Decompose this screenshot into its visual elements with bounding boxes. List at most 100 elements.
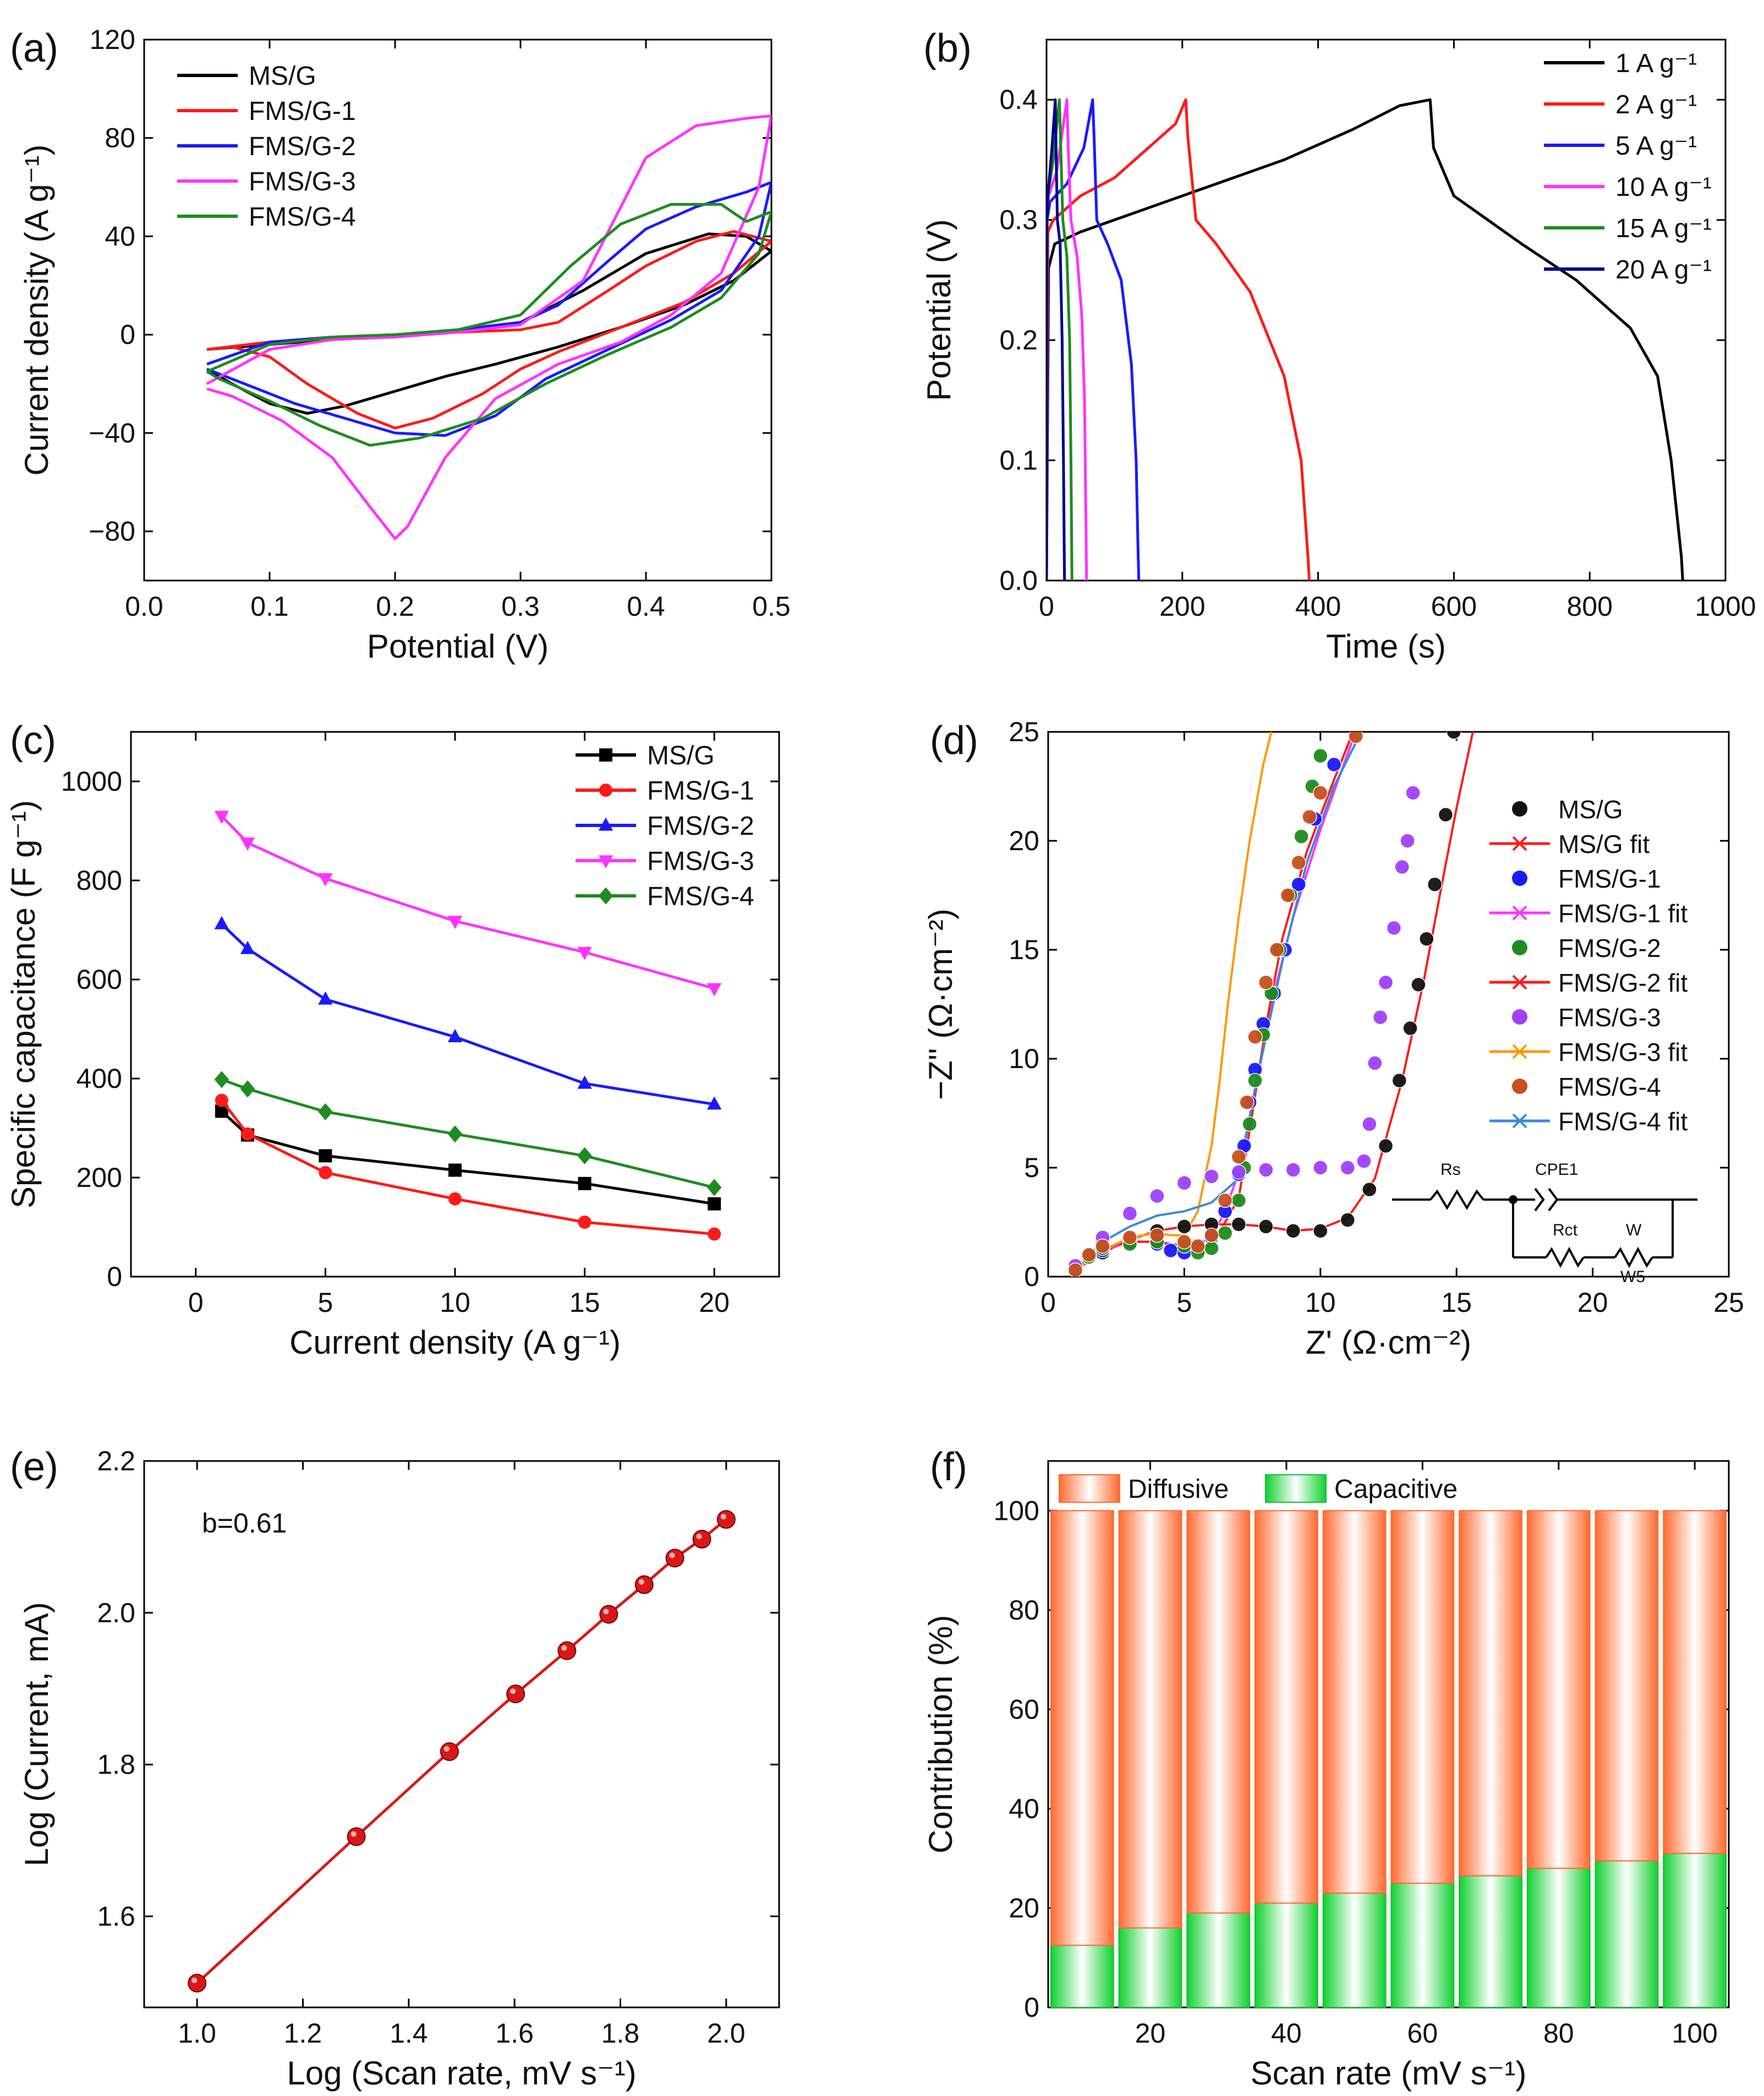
data-point [1176,1234,1192,1250]
data-point [1356,1153,1372,1169]
data-point [447,916,463,929]
y-tick-label: 1.6 [97,1901,135,1932]
bar-capacitive [1663,1853,1727,2008]
y-tick-label: 1.8 [97,1749,135,1780]
data-point [598,855,613,869]
series-group [206,114,771,540]
legend-label: 10 A g⁻¹ [1615,173,1712,202]
data-point [1163,1243,1179,1258]
y-tick-label: 20 [1009,1892,1039,1923]
data-point [319,1166,332,1179]
data-point [319,1149,332,1163]
legend-label: MS/G [249,62,316,91]
data-point [1269,942,1285,957]
y-tick-label: 0 [120,319,135,350]
w-element [1614,1246,1653,1268]
legend-swatch [1512,1079,1527,1094]
y-tick-label: 40 [1009,1793,1039,1824]
y-tick-label: 0 [1024,1992,1039,2023]
x-tick-label: 0 [188,1287,204,1318]
data-point [1291,855,1306,871]
data-point [347,1827,366,1846]
x-tick-label: 80 [1543,2018,1574,2049]
x-tick-label: 1000 [1695,591,1756,622]
bar-diffusive [1322,1510,1387,1894]
x-tick-label: 25 [1713,1287,1744,1318]
x-tick-label: 800 [1566,591,1612,622]
series-line [196,1518,727,1984]
y-tick-label: 40 [105,221,135,251]
data-point [448,1163,462,1177]
x-tick-label: 15 [569,1287,600,1318]
legend-label: 15 A g⁻¹ [1615,214,1712,243]
data-point [1340,1212,1356,1228]
x-axis-label: Current density (A g⁻¹) [289,1324,621,1361]
data-point [440,1742,459,1761]
data-point [599,784,612,797]
y-tick-label: 800 [76,865,122,896]
legend-label: FMS/G-4 [647,882,754,911]
y-tick-label: 15 [1009,934,1039,965]
series-line [220,1099,715,1236]
data-point [188,1973,207,1993]
panel-a: 0.0 0.1 0.2 0.3 0.4 0.5 −80 −40 0 40 80 120 Potentia… [10,24,791,665]
rs-resistor [1429,1189,1484,1210]
data-point [1394,859,1410,875]
x-tick-label: 20 [699,1287,730,1318]
legend-label: FMS/G-4 [1558,1072,1661,1101]
data-point [1386,920,1402,936]
y-tick-label: 20 [1009,825,1039,856]
bar-capacitive [1390,1882,1455,2008]
data-point [1231,1192,1247,1208]
plot-frame [143,1460,780,2009]
legend-label: FMS/G-4 [249,203,356,232]
legend-marker [1512,836,1527,851]
series-line [1047,98,1141,581]
x-tick-label: 1.8 [601,2018,640,2049]
data-point [1258,1162,1274,1178]
x-tick-label: 100 [1672,2018,1717,2049]
data-point [1362,1117,1377,1132]
data-point [1122,1206,1138,1221]
data-point [665,1548,684,1568]
data-point [214,1071,229,1088]
data-point [447,1125,463,1143]
x-tick-label: 200 [1159,591,1205,622]
legend-swatch [1512,871,1527,886]
x-axis-label: Potential (V) [367,628,549,665]
data-point-highlight [638,1579,644,1585]
bar-diffusive [1595,1510,1659,1862]
y-axis-label: Specific capacitance (F g⁻¹) [5,800,42,1208]
rct-resistor [1545,1246,1585,1268]
y-tick-label: 600 [76,964,122,995]
data-point [1419,931,1434,946]
data-point [1313,1223,1328,1239]
panel-label: (e) [10,1445,58,1489]
data-point [708,1227,721,1241]
data-point [1400,833,1415,849]
legend-swatch-capacitive [1265,1474,1327,1503]
legend-label: Diffusive [1128,1475,1229,1504]
bar-capacitive [1595,1860,1659,2009]
y-tick-label: 0.2 [999,325,1038,355]
bar-capacitive [1118,1927,1182,2009]
data-point [318,873,333,886]
data-point [1176,1175,1192,1191]
x-tick-label: 0.0 [125,591,163,622]
legend-label: 1 A g⁻¹ [1615,49,1697,78]
legend-label: FMS/G-1 [1558,864,1661,893]
bar-diffusive [1254,1510,1318,1904]
data-point [1313,748,1328,764]
y-tick-label: 0.3 [999,205,1038,236]
y-axis-label: Current density (A g⁻¹) [18,145,55,476]
y-tick-label: 200 [76,1162,122,1193]
plot-frame [143,39,773,582]
legend-label: FMS/G-1 [647,776,754,806]
x-tick-label: 10 [1305,1287,1336,1318]
bar-capacitive [1186,1912,1251,2009]
data-point [598,887,613,905]
data-point [1378,1138,1394,1154]
data-point [1204,1169,1219,1184]
bar-diffusive [1663,1510,1727,1854]
